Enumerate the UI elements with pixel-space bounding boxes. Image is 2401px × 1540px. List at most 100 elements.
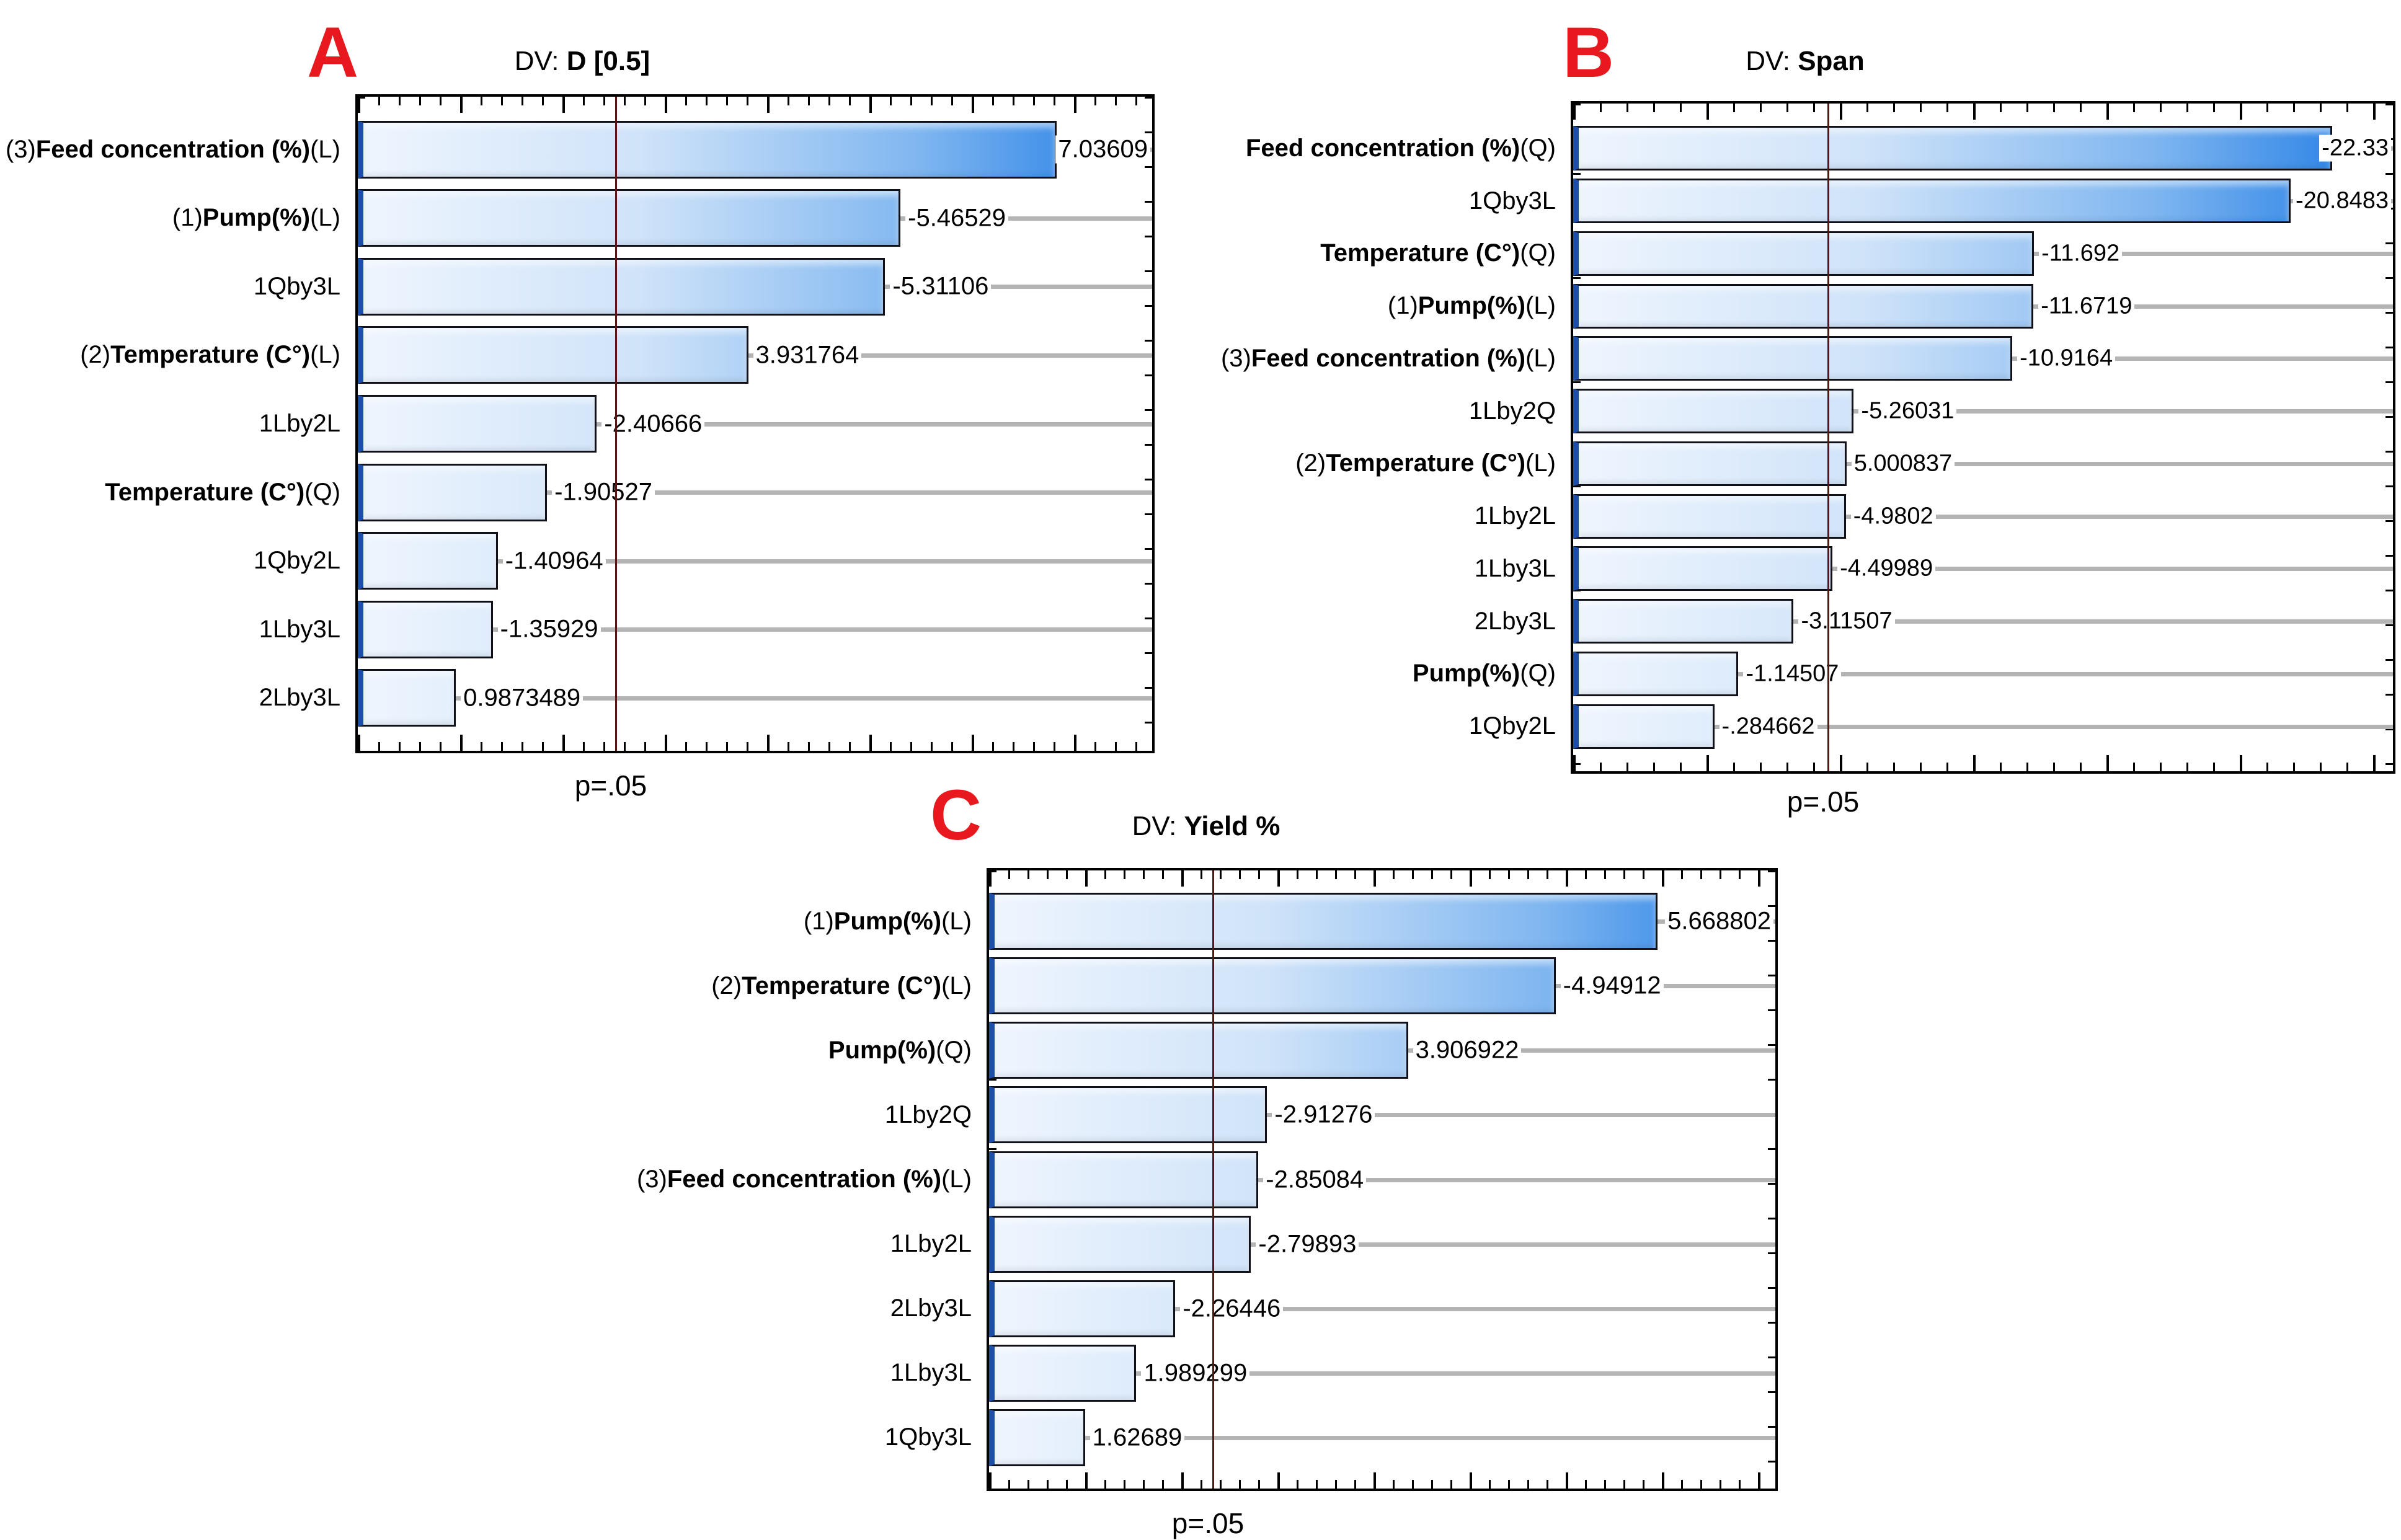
reference-line [1793, 619, 2393, 624]
effect-bar [358, 669, 456, 727]
effect-bar [1573, 493, 1846, 539]
chart-title-a: DV: D [0.5] [515, 46, 650, 77]
bar-value-label: 5.668802 [1665, 907, 1773, 936]
effect-label-suffix: (L) [310, 341, 340, 369]
effect-label: 1Qby3L [0, 252, 340, 321]
bar-value-label: -3.11507 [1798, 608, 1895, 635]
p-05-label: p=.05 [1171, 1507, 1245, 1539]
effect-label: Temperature (C°) (Q) [1209, 228, 1556, 280]
effect-label-prefix: (2) [711, 971, 742, 999]
effect-label: (2) Temperature (C°) (L) [0, 321, 340, 390]
reference-line [1175, 1306, 1775, 1311]
effect-label: 1Lby3L [1209, 542, 1556, 595]
effect-label-suffix: (Q) [1520, 239, 1556, 267]
effect-label-prefix: (3) [636, 1165, 667, 1193]
chart-title-b: DV: Span [1746, 46, 1865, 77]
reference-line [497, 559, 1152, 564]
effect-label-name: Pump(%) [1412, 660, 1520, 688]
bar-value-label: -5.46529 [905, 204, 1009, 232]
reference-line [1258, 1177, 1775, 1182]
effect-label-suffix: (L) [941, 971, 972, 999]
x-axis-ticks-top-major [989, 870, 1775, 887]
plot-area-c: 5.668802 -4.94912 3.906922 -2.91276 -2.85084… [987, 868, 1778, 1491]
bar-value-label: -1.40964 [502, 547, 606, 575]
effect-label: 1Lby2Q [1209, 385, 1556, 438]
effect-label: (2) Temperature (C°) (L) [624, 954, 972, 1018]
plot-area-b: -22.33 -20.8483 -11.692 -11.6719 -10.9164 -5.… [1571, 101, 2395, 774]
plot-area-a: 7.03609 -5.46529 -5.31106 3.931764 -2.40666 -… [355, 94, 1155, 753]
effect-bar [1573, 283, 2034, 329]
bar-value-label: -.284662 [1719, 713, 1817, 740]
effect-label: 1Lby2L [624, 1212, 972, 1277]
bar-value-label: 3.931764 [753, 341, 862, 370]
bars-container-a: 7.03609 -5.46529 -5.31106 3.931764 -2.40666 -… [358, 115, 1152, 732]
effect-label: 1Lby2L [0, 389, 340, 458]
reference-line [597, 422, 1152, 427]
effect-label-prefix: (3) [1220, 344, 1251, 372]
bars-container-b: -22.33 -20.8483 -11.692 -11.6719 -10.9164 -5.… [1573, 122, 2393, 753]
bar-value-label: -2.40666 [601, 410, 705, 438]
x-axis-ticks-bottom-major [989, 1472, 1775, 1489]
reference-line [1267, 1113, 1775, 1118]
effect-label-name: 1Qby2L [1468, 712, 1556, 740]
effect-label-name: 1Lby2L [890, 1230, 972, 1258]
effect-label: Temperature (C°) (Q) [0, 458, 340, 527]
effect-label-name: 2Lby3L [1474, 607, 1556, 635]
reference-line [1085, 1435, 1775, 1440]
reference-line [547, 490, 1152, 495]
effect-label: Pump(%) (Q) [1209, 648, 1556, 701]
chart-title-dv-name: D [0.5] [566, 46, 650, 76]
effect-label-name: Feed concentration (%) [1251, 344, 1526, 372]
effect-label-name: 1Qby3L [253, 272, 340, 300]
effect-label-name: Pump(%) [202, 204, 311, 232]
p-05-line [1827, 104, 1830, 771]
p-05-label: p=.05 [574, 769, 647, 802]
effect-label: 1Lby2Q [624, 1082, 972, 1147]
effect-bar [358, 326, 748, 384]
effect-label: 1Qby3L [1209, 175, 1556, 228]
bar-value-label: 1.989299 [1141, 1359, 1250, 1387]
panel-letter-a: A [307, 13, 359, 92]
effect-label: 2Lby3L [624, 1277, 972, 1341]
bars-container-c: 5.668802 -4.94912 3.906922 -2.91276 -2.85084… [989, 889, 1775, 1470]
effect-bar [358, 395, 597, 453]
bar-value-label: -1.14507 [1743, 660, 1842, 688]
effect-label-suffix: (Q) [304, 478, 340, 506]
reference-line [2033, 304, 2393, 309]
bar-value-label: -2.79893 [1256, 1230, 1359, 1259]
bar-value-label: -22.33 [2319, 135, 2391, 162]
reference-line [1845, 514, 2393, 519]
effect-label-name: 2Lby3L [259, 684, 340, 712]
effect-bar [358, 189, 901, 247]
effect-bar [1573, 389, 1854, 434]
effect-label-prefix: (3) [5, 135, 36, 163]
effect-label: 2Lby3L [1209, 595, 1556, 648]
bar-value-label: -20.8483 [2292, 187, 2391, 215]
effect-label-name: 1Qby3L [1468, 187, 1556, 215]
effect-bar [989, 1344, 1137, 1402]
bar-value-label: -2.91276 [1272, 1100, 1375, 1129]
effect-label-prefix: (1) [1387, 292, 1418, 320]
x-axis-ticks-top-major [358, 97, 1152, 113]
effect-label-name: Temperature (C°) [1326, 449, 1526, 477]
effect-bar [1573, 336, 2013, 381]
effect-label: 2Lby3L [0, 663, 340, 732]
bar-value-label: -2.85084 [1263, 1166, 1367, 1193]
effect-label-name: 1Lby2L [1474, 502, 1556, 530]
effect-label: 1Lby3L [624, 1341, 972, 1405]
reference-line [1555, 984, 1775, 989]
effect-bar [1573, 651, 1739, 696]
effect-bar [989, 893, 1658, 950]
effect-label-name: Feed concentration (%) [35, 135, 311, 163]
bar-value-label: -1.35929 [497, 615, 601, 644]
reference-line [1251, 1242, 1775, 1247]
effect-label: 1Qby2L [1209, 700, 1556, 753]
effect-label-name: Temperature (C°) [105, 478, 305, 506]
effect-label-name: 1Lby3L [259, 615, 340, 643]
chart-title-dv-name: Span [1798, 46, 1865, 76]
effect-label: (3) Feed concentration (%) (L) [1209, 332, 1556, 385]
effect-label-suffix: (Q) [936, 1036, 972, 1064]
p-05-line [615, 97, 618, 751]
effect-bar [989, 1280, 1176, 1337]
